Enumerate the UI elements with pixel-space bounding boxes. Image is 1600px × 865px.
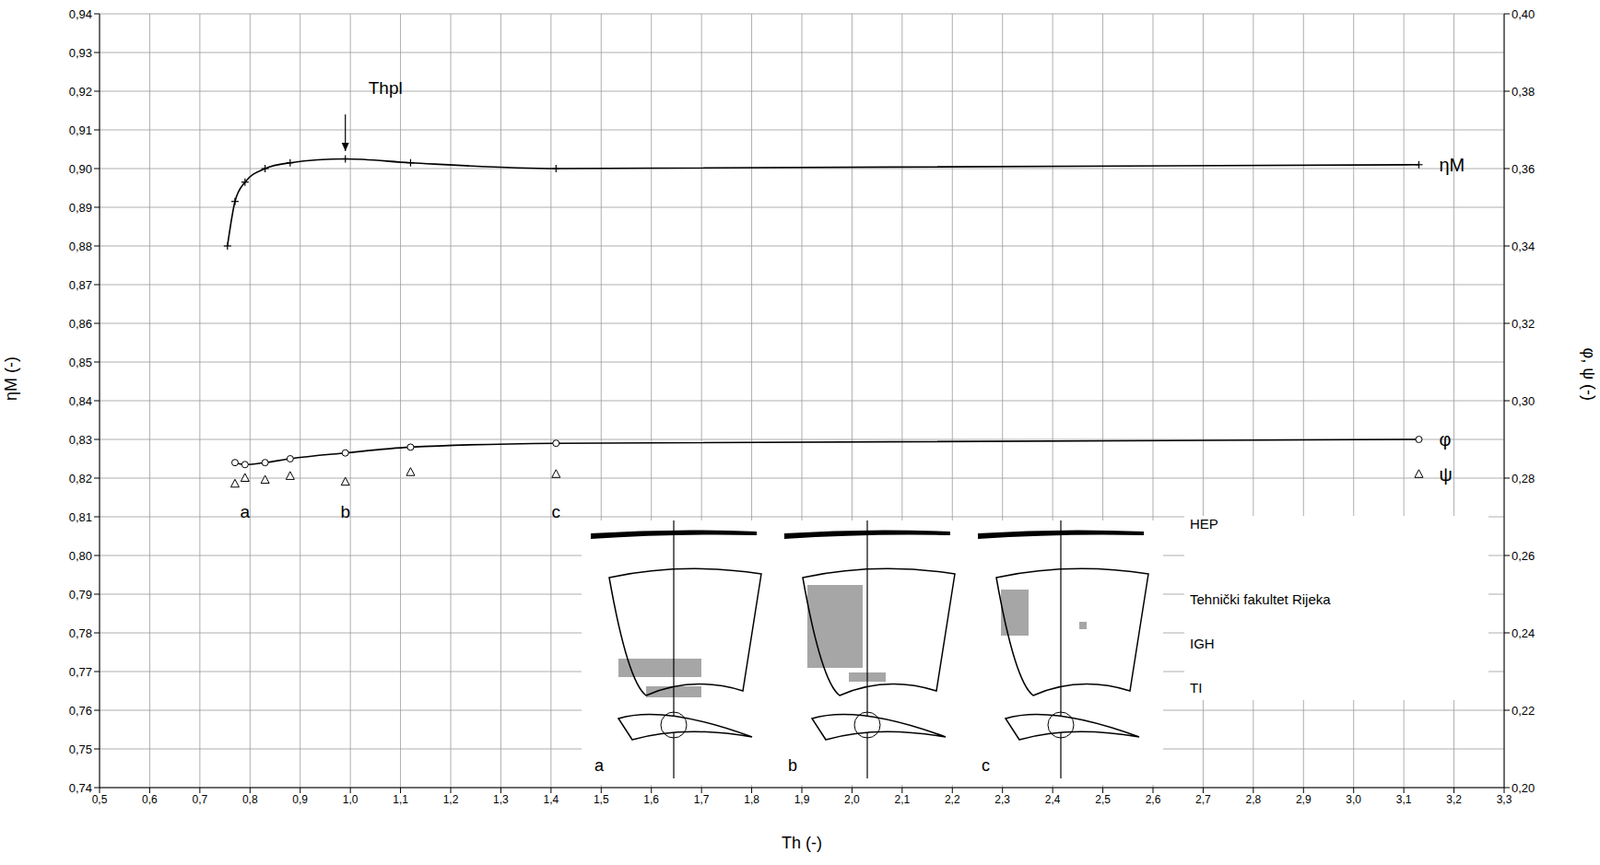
svg-text:Tehnički fakultet Rijeka: Tehnički fakultet Rijeka [1189,591,1331,608]
svg-text:0,84: 0,84 [69,394,93,409]
svg-text:3,0: 3,0 [1345,793,1362,807]
svg-text:0,88: 0,88 [69,239,93,254]
svg-text:2,5: 2,5 [1094,793,1111,807]
svg-text:1,1: 1,1 [392,793,409,807]
svg-text:0,24: 0,24 [1511,626,1535,641]
svg-text:c: c [981,756,990,776]
svg-text:1,3: 1,3 [493,793,509,807]
svg-text:1,4: 1,4 [543,793,560,807]
svg-text:0,90: 0,90 [69,162,93,177]
svg-text:0,38: 0,38 [1511,84,1535,99]
svg-text:φ, ψ (-): φ, ψ (-) [1579,348,1599,402]
svg-text:b: b [788,756,798,776]
svg-text:0,93: 0,93 [69,46,93,60]
svg-text:2,6: 2,6 [1145,793,1162,807]
svg-text:ψ: ψ [1438,464,1452,485]
svg-text:b: b [340,502,351,522]
svg-text:2,1: 2,1 [894,793,911,807]
svg-text:0,40: 0,40 [1511,7,1535,22]
svg-text:0,32: 0,32 [1511,317,1535,331]
svg-text:0,76: 0,76 [69,704,93,718]
svg-text:0,77: 0,77 [69,665,93,680]
svg-text:0,79: 0,79 [69,588,93,602]
svg-text:0,82: 0,82 [69,471,93,486]
svg-text:1,9: 1,9 [794,793,811,807]
svg-text:0,89: 0,89 [69,200,93,215]
svg-text:0,34: 0,34 [1511,239,1535,254]
svg-text:0,26: 0,26 [1511,549,1535,564]
svg-text:0,91: 0,91 [69,123,93,138]
svg-text:0,87: 0,87 [69,278,93,293]
svg-text:0,8: 0,8 [242,793,259,807]
svg-text:a: a [240,502,251,522]
svg-text:1,8: 1,8 [743,793,760,807]
svg-text:0,83: 0,83 [69,433,93,448]
svg-text:0,80: 0,80 [69,549,93,564]
svg-text:ηM (-): ηM (-) [1,356,21,401]
svg-text:3,2: 3,2 [1446,793,1462,807]
svg-text:1,2: 1,2 [443,793,459,807]
svg-text:φ: φ [1438,429,1451,450]
svg-text:0,36: 0,36 [1511,162,1535,177]
svg-text:2,0: 2,0 [844,793,860,807]
svg-text:0,92: 0,92 [69,84,93,99]
svg-text:0,94: 0,94 [69,7,93,22]
svg-text:0,20: 0,20 [1511,781,1535,796]
svg-text:0,74: 0,74 [69,781,93,796]
svg-text:0,86: 0,86 [69,317,93,331]
svg-text:0,22: 0,22 [1511,704,1535,718]
svg-text:Th (-): Th (-) [781,834,823,853]
svg-text:IGH: IGH [1189,635,1215,652]
svg-text:0,6: 0,6 [141,793,158,807]
svg-text:0,75: 0,75 [69,742,93,757]
svg-text:Thpl: Thpl [368,78,403,98]
svg-text:1,6: 1,6 [643,793,659,807]
svg-text:2,7: 2,7 [1195,793,1212,807]
svg-text:1,5: 1,5 [593,793,610,807]
svg-text:2,2: 2,2 [944,793,961,807]
svg-text:c: c [552,502,562,522]
svg-text:2,3: 2,3 [994,793,1011,807]
svg-text:3,1: 3,1 [1396,793,1412,807]
svg-text:2,4: 2,4 [1045,793,1061,807]
svg-text:0,5: 0,5 [92,793,108,807]
svg-text:TI: TI [1189,680,1202,696]
svg-text:0,81: 0,81 [69,510,93,525]
svg-text:1,7: 1,7 [694,793,710,807]
svg-text:ηM: ηM [1438,154,1465,176]
svg-text:0,9: 0,9 [292,793,308,807]
svg-text:3,3: 3,3 [1496,793,1513,807]
svg-text:0,7: 0,7 [192,793,209,807]
svg-text:0,30: 0,30 [1511,394,1535,409]
svg-text:0,28: 0,28 [1511,471,1535,486]
svg-text:0,78: 0,78 [69,626,93,641]
svg-text:1,0: 1,0 [342,793,359,807]
svg-text:2,8: 2,8 [1246,793,1262,807]
svg-text:2,9: 2,9 [1295,793,1312,807]
svg-text:HEP: HEP [1189,516,1219,532]
svg-text:0,85: 0,85 [69,355,93,370]
svg-text:a: a [594,756,605,776]
